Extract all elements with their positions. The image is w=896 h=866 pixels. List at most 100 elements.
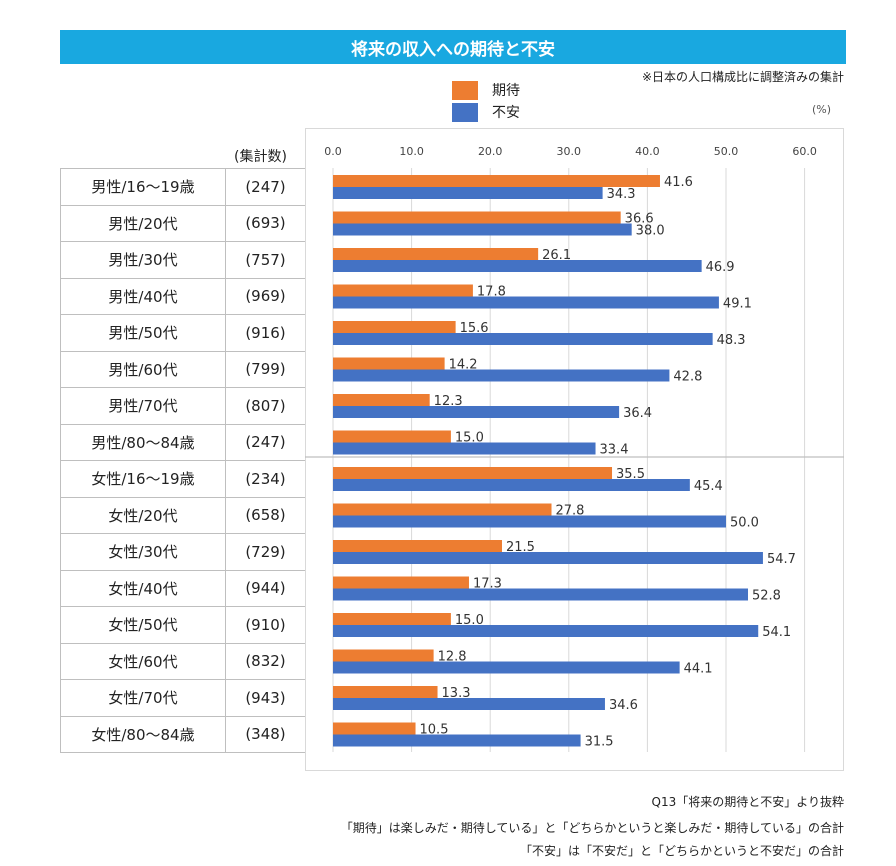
row-count: (916) (226, 315, 306, 351)
data-label-anxiety: 38.0 (636, 224, 665, 239)
data-label-anxiety: 49.1 (723, 297, 752, 312)
bar-anxiety (333, 661, 680, 674)
data-label-expectation: 41.6 (664, 175, 693, 190)
bar-anxiety (333, 515, 726, 528)
bar-anxiety (333, 369, 670, 382)
bar-anxiety (333, 442, 596, 455)
data-label-expectation: 14.2 (449, 358, 478, 373)
bar-anxiety (333, 588, 749, 601)
data-label-expectation: 15.0 (455, 613, 484, 628)
data-label-expectation: 12.3 (434, 394, 463, 409)
bar-expectation (333, 467, 613, 479)
category-table: 男性/16～19歳 (247) 男性/20代 (693) 男性/30代 (757) 男性/4… (60, 168, 306, 753)
data-label-anxiety: 54.7 (767, 552, 796, 567)
row-count: (943) (226, 680, 306, 716)
table-row: 男性/50代 (916) (60, 315, 306, 352)
x-tick-label: 10.0 (399, 145, 424, 158)
row-count: (832) (226, 643, 306, 679)
data-label-expectation: 27.8 (556, 504, 585, 519)
data-label-anxiety: 36.4 (623, 406, 652, 421)
data-label-anxiety: 42.8 (673, 370, 702, 385)
data-label-anxiety: 52.8 (752, 589, 781, 604)
footnote-source: Q13「将来の期待と不安」より抜粋 (651, 795, 844, 809)
row-count: (729) (226, 534, 306, 570)
row-count: (247) (226, 424, 306, 460)
x-tick-label: 60.0 (792, 145, 817, 158)
table-row: 女性/80～84歳 (348) (60, 716, 306, 753)
legend-label-expectation: 期待 (492, 83, 520, 99)
data-label-anxiety: 48.3 (717, 333, 746, 348)
bar-anxiety (333, 625, 759, 637)
row-count: (658) (226, 497, 306, 533)
data-label-expectation: 15.0 (455, 431, 484, 446)
row-count: (807) (226, 388, 306, 424)
data-label-expectation: 26.1 (542, 248, 571, 263)
bar-expectation (333, 284, 473, 297)
row-label: 女性/40代 (60, 570, 226, 606)
row-label: 女性/16～19歳 (60, 461, 226, 497)
table-row: 男性/80～84歳 (247) (60, 424, 306, 461)
row-label: 男性/20代 (60, 205, 226, 241)
bar-expectation (333, 649, 434, 662)
data-label-anxiety: 54.1 (762, 625, 791, 640)
unit-label: (%) (812, 103, 832, 116)
data-label-expectation: 10.5 (420, 723, 449, 738)
data-label-anxiety: 34.3 (607, 187, 636, 202)
table-row: 女性/50代 (910) (60, 607, 306, 644)
data-label-anxiety: 46.9 (706, 260, 735, 275)
bar-expectation (333, 175, 660, 187)
footnote-anxiety-def: 「不安」は「不安だ」と「どちらかというと不安だ」の合計 (519, 844, 844, 858)
data-label-anxiety: 44.1 (684, 662, 713, 677)
row-label: 男性/80～84歳 (60, 424, 226, 460)
bar-expectation (333, 540, 502, 552)
bar-chart: 0.0 10.0 20.0 30.0 40.0 50.0 60.041.634.336.63… (305, 128, 844, 771)
row-label: 女性/20代 (60, 497, 226, 533)
row-count: (910) (226, 607, 306, 643)
table-row: 女性/70代 (943) (60, 680, 306, 717)
bar-anxiety (333, 698, 605, 710)
table-row: 女性/20代 (658) (60, 497, 306, 534)
data-label-anxiety: 34.6 (609, 698, 638, 713)
data-label-anxiety: 33.4 (600, 443, 629, 458)
count-header: (集計数) (234, 149, 287, 165)
bar-anxiety (333, 406, 620, 418)
table-row: 男性/30代 (757) (60, 242, 306, 279)
bar-anxiety (333, 479, 690, 491)
bar-anxiety (333, 296, 719, 309)
data-label-expectation: 36.6 (625, 212, 654, 227)
x-tick-label: 20.0 (478, 145, 503, 158)
bar-expectation (333, 394, 430, 406)
row-label: 女性/60代 (60, 643, 226, 679)
row-label: 男性/16～19歳 (60, 169, 226, 205)
bar-expectation (333, 248, 539, 260)
table-row: 女性/30代 (729) (60, 534, 306, 571)
table-row: 女性/40代 (944) (60, 570, 306, 607)
table-row: 女性/16～19歳 (234) (60, 461, 306, 498)
data-label-anxiety: 50.0 (730, 516, 759, 531)
bar-anxiety (333, 734, 581, 747)
table-row: 男性/70代 (807) (60, 388, 306, 425)
row-label: 男性/30代 (60, 242, 226, 278)
x-tick-label: 0.0 (324, 145, 342, 158)
row-count: (234) (226, 461, 306, 497)
bar-anxiety (333, 260, 702, 272)
plot-frame (305, 128, 844, 771)
footnote-expectation-def: 「期待」は楽しみだ・期待している」と「どちらかというと楽しみだ・期待している」の… (340, 821, 844, 835)
bar-expectation (333, 722, 416, 735)
data-label-expectation: 12.8 (438, 650, 467, 665)
bar-expectation (333, 686, 438, 698)
bar-anxiety (333, 187, 603, 199)
chart-title: 将来の収入への期待と不安 (60, 30, 846, 64)
row-label: 女性/50代 (60, 607, 226, 643)
data-label-anxiety: 45.4 (694, 479, 723, 494)
table-row: 女性/60代 (832) (60, 643, 306, 680)
data-label-expectation: 17.8 (477, 285, 506, 300)
data-label-expectation: 17.3 (473, 577, 502, 592)
data-label-expectation: 15.6 (460, 321, 489, 336)
bar-expectation (333, 430, 451, 443)
bar-expectation (333, 503, 552, 516)
row-label: 女性/80～84歳 (60, 716, 226, 752)
row-count: (693) (226, 205, 306, 241)
row-label: 男性/60代 (60, 351, 226, 387)
bar-expectation (333, 321, 456, 333)
